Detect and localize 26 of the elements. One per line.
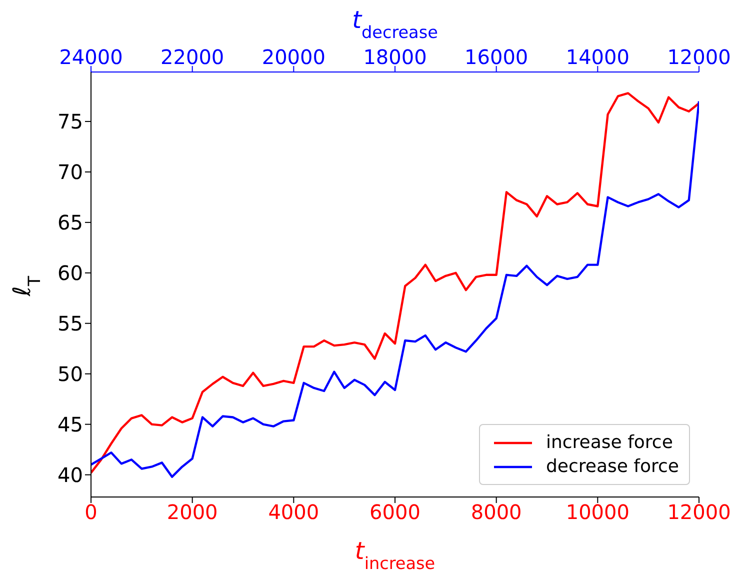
y-tick-label: 40 [58, 462, 83, 487]
y-tick-label: 75 [58, 110, 83, 134]
x-tick-label: 0 [84, 500, 98, 524]
x2-tick-label: 22000 [160, 45, 224, 69]
legend-label: decrease force [546, 456, 679, 477]
x-axis-title: t$_{increase}$ [354, 537, 436, 573]
y-tick-label: 60 [58, 260, 83, 285]
x-tick-label: 6000 [370, 500, 420, 524]
x2-tick-label: 24000 [59, 45, 123, 69]
x2-tick-label: 14000 [566, 45, 630, 69]
y-tick-label: 50 [58, 362, 83, 386]
x-tick-label: 10000 [566, 500, 630, 524]
y-tick-label: 45 [58, 412, 83, 436]
x2-tick-label: 12000 [667, 45, 731, 69]
x-tick-label: 8000 [470, 500, 522, 524]
y-tick-label: 70 [58, 160, 83, 184]
x-tick-label: 2000 [166, 500, 218, 524]
y-tick-label: 65 [58, 210, 83, 235]
y-tick-label: 55 [58, 311, 83, 336]
x-tick-label: 4000 [268, 500, 320, 524]
x2-tick-label: 20000 [262, 45, 326, 69]
legend-label: increase force [546, 432, 673, 453]
x2-tick-label: 16000 [464, 45, 528, 69]
x2-axis-title: t$_{decrease}$ [352, 6, 438, 42]
x2-tick-label: 18000 [363, 45, 427, 69]
x-tick-label: 12000 [667, 500, 731, 524]
